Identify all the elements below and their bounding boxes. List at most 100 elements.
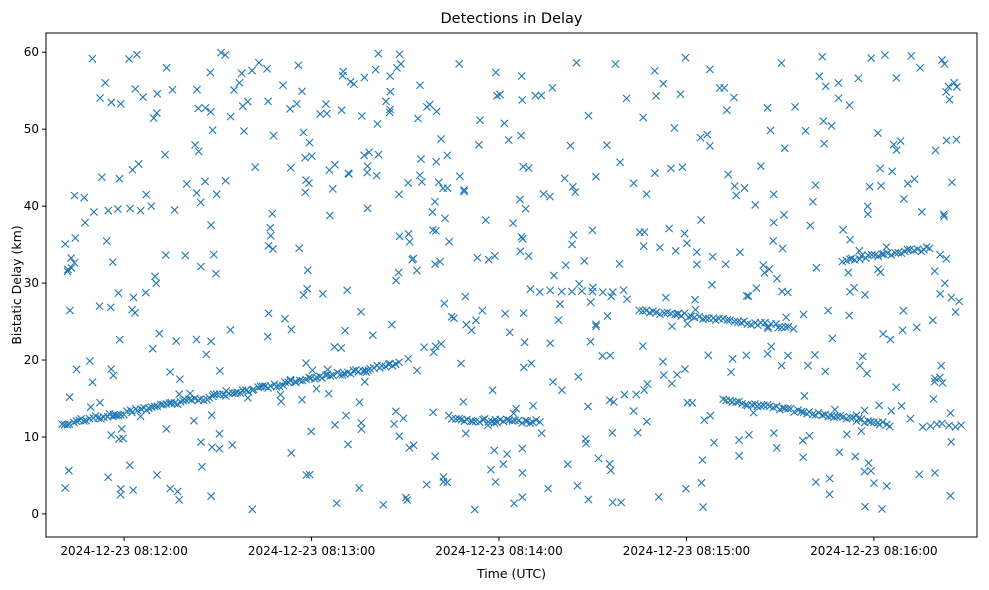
data-point-521 (341, 326, 350, 335)
data-point-431 (392, 276, 401, 285)
data-point-875 (299, 291, 308, 300)
data-point-354 (281, 314, 289, 323)
data-point-595 (936, 250, 945, 259)
data-point-337 (524, 164, 533, 173)
data-point-889 (371, 65, 380, 74)
data-point-882 (886, 335, 895, 344)
data-point-341 (940, 60, 949, 69)
data-point-690 (322, 109, 331, 118)
data-point-854 (899, 306, 908, 315)
data-point-555 (554, 316, 563, 325)
data-point-787 (207, 411, 216, 420)
data-point-204 (789, 324, 798, 333)
data-point-779 (115, 434, 123, 443)
data-point-179 (701, 314, 710, 323)
data-point-314 (879, 329, 888, 338)
data-point-243 (836, 411, 845, 420)
data-point-631 (349, 80, 358, 89)
data-point-583 (517, 131, 526, 140)
chart-title: Detections in Delay (440, 11, 582, 27)
data-point-836 (799, 310, 808, 319)
data-point-316 (168, 85, 177, 94)
data-point-888 (128, 165, 137, 174)
data-point-593 (305, 470, 314, 479)
data-point-629 (946, 409, 955, 417)
data-point-8 (79, 416, 88, 425)
data-point-814 (404, 178, 413, 187)
data-point-681 (866, 466, 875, 475)
data-point-523 (86, 403, 95, 412)
data-point-318 (642, 190, 651, 199)
data-point-839 (374, 49, 383, 58)
data-point-777 (574, 372, 583, 381)
data-point-725 (520, 338, 529, 347)
data-point-774 (591, 320, 600, 329)
data-point-146 (526, 419, 535, 428)
data-point-348 (782, 313, 791, 322)
data-point-370 (221, 176, 230, 185)
data-point-745 (268, 245, 277, 254)
data-point-748 (226, 112, 235, 121)
data-point-796 (126, 204, 135, 213)
data-point-848 (461, 429, 470, 438)
data-point-418 (186, 389, 195, 398)
data-point-901 (129, 293, 138, 302)
data-point-148 (532, 416, 541, 424)
data-point-308 (125, 54, 134, 63)
data-point-721 (683, 398, 692, 407)
data-point-253 (866, 417, 875, 426)
data-point-620 (942, 136, 951, 145)
data-point-353 (682, 239, 691, 248)
data-point-489 (429, 348, 438, 357)
data-point-884 (362, 368, 371, 377)
data-point-519 (863, 369, 871, 378)
data-point-812 (162, 63, 171, 72)
data-point-328 (287, 325, 296, 334)
data-point-294 (104, 206, 113, 215)
data-point-365 (654, 492, 663, 501)
data-point-649 (777, 59, 786, 68)
data-point-539 (665, 224, 674, 233)
data-point-154 (567, 287, 576, 296)
data-point-400 (374, 150, 383, 159)
data-point-689 (667, 379, 676, 388)
data-point-436 (516, 247, 525, 256)
data-point-897 (263, 64, 272, 73)
data-point-203 (784, 322, 793, 331)
data-point-565 (402, 493, 411, 502)
data-point-350 (845, 311, 854, 320)
data-point-589 (798, 436, 807, 445)
data-point-664 (491, 477, 500, 486)
data-point-469 (673, 370, 682, 379)
y-tick-label-6: 60 (24, 45, 39, 59)
data-point-461 (162, 425, 171, 434)
data-point-790 (447, 312, 456, 321)
data-point-572 (81, 218, 90, 227)
data-point-869 (931, 146, 940, 155)
data-point-578 (266, 231, 275, 240)
data-point-339 (298, 87, 306, 96)
data-point-486 (955, 297, 964, 306)
data-point-283 (913, 245, 922, 254)
data-point-525 (116, 490, 125, 499)
data-point-871 (706, 411, 715, 420)
data-point-708 (432, 157, 441, 166)
data-point-815 (385, 108, 394, 117)
data-point-827 (916, 63, 925, 72)
data-point-614 (287, 448, 296, 457)
data-point-685 (698, 456, 707, 465)
data-point-427 (586, 298, 595, 307)
data-point-368 (360, 151, 369, 160)
data-point-540 (355, 398, 364, 407)
data-point-873 (192, 188, 201, 197)
y-tick-label-5: 50 (24, 122, 39, 136)
data-point-759 (196, 262, 205, 271)
data-point-885 (277, 397, 286, 406)
data-point-543 (325, 211, 334, 220)
data-point-729 (801, 126, 810, 135)
data-point-138 (502, 415, 511, 424)
data-point-727 (357, 111, 366, 120)
data-point-129 (475, 418, 484, 427)
data-point-699 (544, 484, 553, 493)
